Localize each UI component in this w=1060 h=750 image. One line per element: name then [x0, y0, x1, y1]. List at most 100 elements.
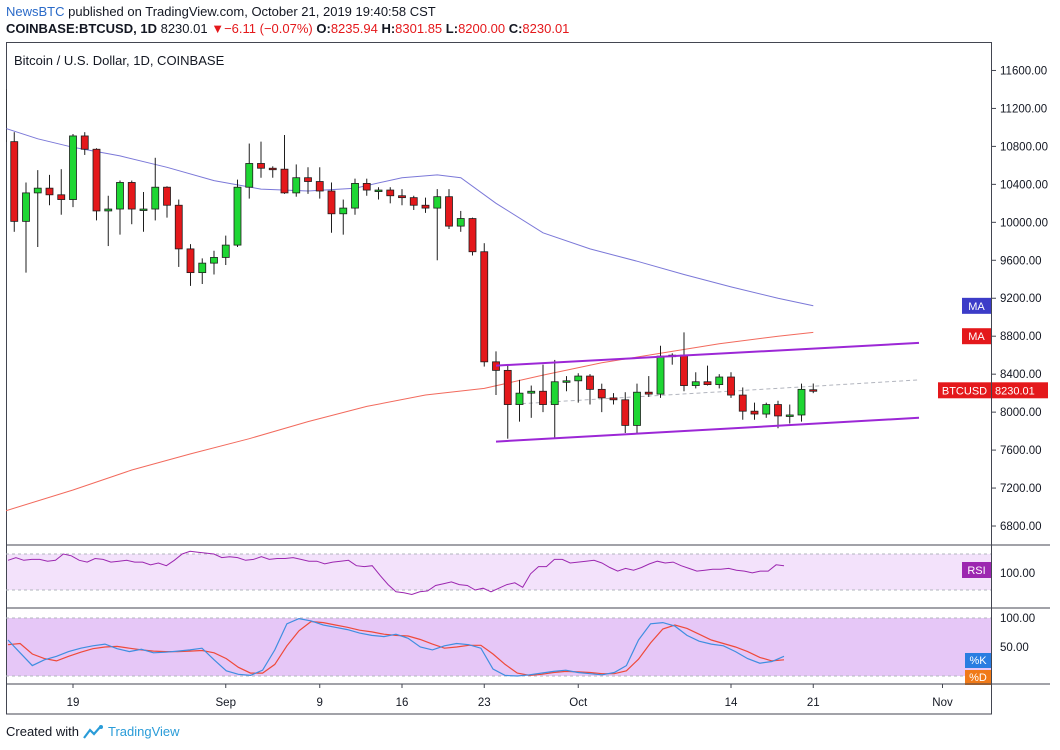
rsi-badge-label: RSI — [967, 565, 985, 577]
candle-body — [362, 183, 371, 191]
y-tick-label: 9600.00 — [1000, 255, 1042, 267]
candle-body — [727, 376, 735, 396]
low-label: L: — [445, 21, 459, 36]
candle-body — [45, 187, 54, 196]
candle — [163, 186, 171, 218]
candle — [539, 364, 547, 413]
candle-body — [586, 375, 594, 390]
price-symbol-badge-label: BTCUSD — [942, 385, 987, 397]
candle-body — [116, 182, 124, 210]
price-value-badge-label: 8230.01 — [995, 385, 1035, 397]
stoch-k-line — [7, 617, 785, 677]
rsi-tick-label: 100.00 — [1000, 568, 1035, 580]
last-price: 8230.01 — [160, 21, 208, 36]
candle — [762, 402, 771, 418]
publisher-name[interactable]: NewsBTC — [6, 4, 65, 19]
candle — [503, 364, 512, 439]
candle-body — [409, 197, 418, 206]
x-tick-label: 14 — [725, 697, 738, 709]
candle-body — [421, 204, 430, 209]
candle — [680, 332, 688, 392]
candle — [609, 393, 618, 405]
ma-slow-line — [6, 128, 814, 307]
candle-body — [351, 183, 359, 209]
publish-text: published on TradingView.com, October 21… — [64, 4, 436, 19]
candle — [198, 258, 207, 285]
candle — [69, 134, 77, 208]
candle — [445, 189, 453, 229]
candle — [750, 402, 759, 420]
y-tick-label: 10800.00 — [1000, 141, 1048, 153]
candle-body — [738, 394, 747, 412]
candle-body — [527, 390, 536, 394]
symbol-info: COINBASE:BTCUSD, 1D 8230.01 ▼−6.11 (−0.0… — [6, 21, 569, 36]
candle-body — [198, 262, 207, 274]
candle-body — [621, 399, 630, 426]
candle — [633, 383, 641, 434]
candle — [644, 376, 653, 397]
candle — [527, 385, 536, 418]
footer: Created with TradingView — [6, 724, 180, 739]
candle — [245, 143, 254, 199]
y-tick-label: 11200.00 — [1000, 103, 1047, 115]
candle-body — [57, 194, 66, 200]
ma-slow-badge: MA — [962, 297, 991, 314]
y-tick-label: 7600.00 — [1000, 445, 1042, 457]
candle-body — [433, 196, 442, 209]
candle-body — [445, 196, 453, 227]
candle — [797, 383, 806, 422]
candle — [304, 167, 312, 194]
candle — [574, 373, 583, 403]
y-tick-label: 10400.00 — [1000, 179, 1048, 191]
candle — [703, 365, 712, 386]
symbol-name: COINBASE:BTCUSD, 1D — [6, 21, 157, 36]
candle-body — [292, 177, 301, 194]
candle-body — [797, 388, 806, 416]
chart-frame — [6, 42, 992, 715]
tradingview-link[interactable]: TradingView — [83, 724, 180, 739]
candle-body — [574, 375, 583, 382]
stoch-d-line — [7, 620, 785, 677]
stoch-k-badge-label: %K — [969, 655, 987, 667]
candle — [374, 187, 383, 200]
ma-fast-badge-bg — [962, 328, 991, 345]
candle — [362, 178, 371, 196]
candle-body — [268, 167, 277, 171]
candle — [727, 372, 735, 398]
candle — [398, 189, 406, 206]
candle — [92, 148, 101, 221]
candle — [515, 379, 524, 422]
candle — [738, 387, 747, 420]
rsi-band — [7, 554, 991, 590]
candle-body — [174, 204, 183, 250]
y-tick-label: 11600.00 — [1000, 65, 1047, 77]
candle-body — [539, 390, 547, 405]
candle-body — [151, 186, 160, 210]
x-tick-label: 9 — [317, 697, 323, 709]
y-tick-label: 8800.00 — [1000, 331, 1042, 343]
candle-body — [562, 380, 571, 383]
ma-slow-badge-bg — [962, 297, 991, 314]
candle — [668, 353, 677, 365]
x-tick-label: Sep — [216, 697, 236, 709]
close-value: 8230.01 — [522, 21, 570, 36]
candle-body — [774, 404, 782, 417]
candle-body — [644, 391, 653, 395]
stoch-d-badge-label: %D — [969, 672, 987, 684]
candle-body — [6, 89, 7, 143]
publish-info: NewsBTC published on TradingView.com, Oc… — [6, 4, 436, 19]
candle — [715, 374, 724, 389]
candle-body — [597, 388, 606, 399]
y-tick-label: 8000.00 — [1000, 407, 1042, 419]
candle-body — [550, 381, 559, 405]
candle-body — [163, 186, 171, 206]
candle-body — [69, 135, 77, 200]
candle — [210, 250, 218, 275]
candle — [597, 383, 606, 413]
ma-slow-badge-label: MA — [968, 301, 985, 313]
stoch-k-badge-bg — [965, 653, 991, 668]
candle-body — [398, 195, 406, 199]
stoch-d-badge-bg — [965, 670, 991, 685]
candle-body — [785, 414, 794, 417]
